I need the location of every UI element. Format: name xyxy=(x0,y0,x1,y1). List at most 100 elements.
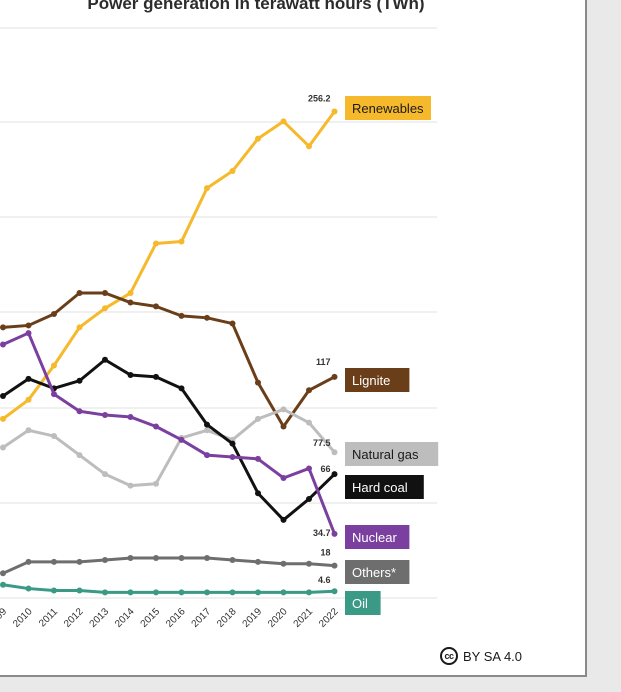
data-point xyxy=(280,423,287,430)
data-point xyxy=(204,421,210,428)
series-line xyxy=(2,110,336,421)
series-line xyxy=(2,291,336,428)
end-value-label: 4.6 xyxy=(318,575,331,585)
data-point xyxy=(153,423,159,430)
data-point xyxy=(51,558,57,565)
data-point xyxy=(127,482,134,489)
data-point xyxy=(51,311,57,317)
line-chart: 2009 2010 2011 2012 2013 2014 2015 2016 2017 2018… xyxy=(0,27,439,630)
data-point xyxy=(127,299,134,306)
data-point xyxy=(306,465,312,472)
x-tick-label: 2022 xyxy=(317,606,341,630)
data-point xyxy=(178,436,185,443)
legend-label: Hard coal xyxy=(352,480,408,495)
data-point xyxy=(229,454,236,460)
x-tick-label: 2012 xyxy=(62,606,86,630)
chart-title: Power generation in terawatt hours (TWh) xyxy=(87,0,425,13)
data-point xyxy=(0,392,6,399)
data-point xyxy=(102,556,108,563)
data-point xyxy=(51,391,57,398)
license-badge: cc BY SA 4.0 xyxy=(440,647,522,665)
series-line xyxy=(2,358,336,522)
data-point xyxy=(255,490,261,497)
data-point xyxy=(255,415,261,422)
data-point xyxy=(280,560,287,567)
x-tick-label: 2016 xyxy=(164,606,188,630)
series-line xyxy=(2,407,336,488)
license-text: BY SA 4.0 xyxy=(463,648,523,664)
data-point xyxy=(153,555,159,562)
data-point xyxy=(25,585,32,592)
data-point xyxy=(127,555,134,562)
data-point xyxy=(306,143,312,150)
x-tick-label: 2015 xyxy=(139,606,163,630)
legend-label: Natural gas xyxy=(352,447,419,462)
end-value-label: 256.2 xyxy=(308,94,331,104)
end-value-label: 77.5 xyxy=(313,438,331,448)
data-point xyxy=(51,587,57,594)
data-point xyxy=(127,290,134,297)
data-point xyxy=(331,449,338,456)
data-point xyxy=(0,444,6,451)
data-point xyxy=(76,290,83,297)
series-line xyxy=(2,331,336,535)
data-point xyxy=(204,427,210,434)
data-point xyxy=(25,322,32,329)
data-point xyxy=(127,413,134,420)
data-point xyxy=(306,589,312,596)
legend-label: Oil xyxy=(352,596,368,611)
end-value-label: 66 xyxy=(320,464,330,474)
data-point xyxy=(306,560,312,567)
data-point xyxy=(25,427,32,434)
legend-label-box xyxy=(345,368,410,392)
data-point xyxy=(255,558,261,565)
data-point xyxy=(280,516,287,523)
x-tick-label: 2021 xyxy=(292,606,316,630)
data-point xyxy=(76,408,83,415)
x-tick-label: 2009 xyxy=(0,606,9,630)
data-point xyxy=(204,452,210,459)
legend-label: Nuclear xyxy=(352,530,397,545)
data-point xyxy=(0,415,6,422)
data-point xyxy=(280,474,287,481)
data-point xyxy=(178,555,185,562)
end-value-label: 34.7 xyxy=(313,528,331,538)
data-point xyxy=(178,312,185,319)
data-point xyxy=(178,238,185,245)
data-point xyxy=(331,108,338,115)
data-point xyxy=(306,387,312,394)
legend-label-box xyxy=(345,442,439,466)
data-point xyxy=(204,589,210,596)
series-line xyxy=(2,556,335,575)
data-point xyxy=(255,589,261,596)
data-point xyxy=(102,412,108,419)
series-line xyxy=(2,583,335,594)
x-tick-label: 2013 xyxy=(88,606,112,630)
x-tick-label: 2018 xyxy=(215,606,239,630)
data-point xyxy=(51,362,57,369)
data-point xyxy=(331,588,338,595)
data-point xyxy=(0,570,6,577)
data-point xyxy=(153,589,159,596)
data-point xyxy=(76,558,83,565)
data-point xyxy=(102,356,108,363)
x-tick-label: 2014 xyxy=(113,606,137,630)
data-point xyxy=(204,314,210,321)
end-value-label: 18 xyxy=(320,548,330,558)
data-point xyxy=(127,589,134,596)
data-point xyxy=(229,556,236,563)
data-point xyxy=(102,589,108,596)
data-point xyxy=(25,375,32,382)
data-point xyxy=(229,589,236,596)
legend-label-box xyxy=(345,591,381,615)
data-point xyxy=(153,303,159,310)
legend-label-box xyxy=(345,560,410,584)
legend-label: Renewables xyxy=(352,101,424,116)
data-point xyxy=(229,168,236,174)
data-point xyxy=(306,419,312,426)
data-point xyxy=(280,118,287,125)
data-point xyxy=(255,135,261,142)
chart-panel: Power generation in terawatt hours (TWh)… xyxy=(0,0,587,677)
data-point xyxy=(204,555,210,562)
data-point xyxy=(76,452,83,459)
